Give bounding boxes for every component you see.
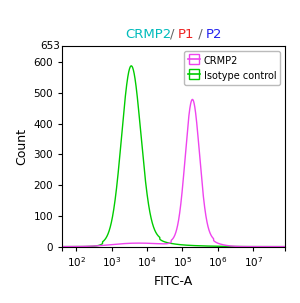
Text: P2: P2	[206, 28, 223, 41]
Text: P1: P1	[178, 28, 194, 41]
X-axis label: FITC-A: FITC-A	[154, 275, 193, 288]
Text: 653: 653	[40, 41, 60, 51]
Y-axis label: Count: Count	[15, 128, 28, 165]
Legend: CRMP2, Isotype control: CRMP2, Isotype control	[184, 51, 280, 85]
Text: CRMP2: CRMP2	[125, 28, 172, 41]
Text: /: /	[169, 28, 178, 41]
Text: /: /	[194, 28, 207, 41]
